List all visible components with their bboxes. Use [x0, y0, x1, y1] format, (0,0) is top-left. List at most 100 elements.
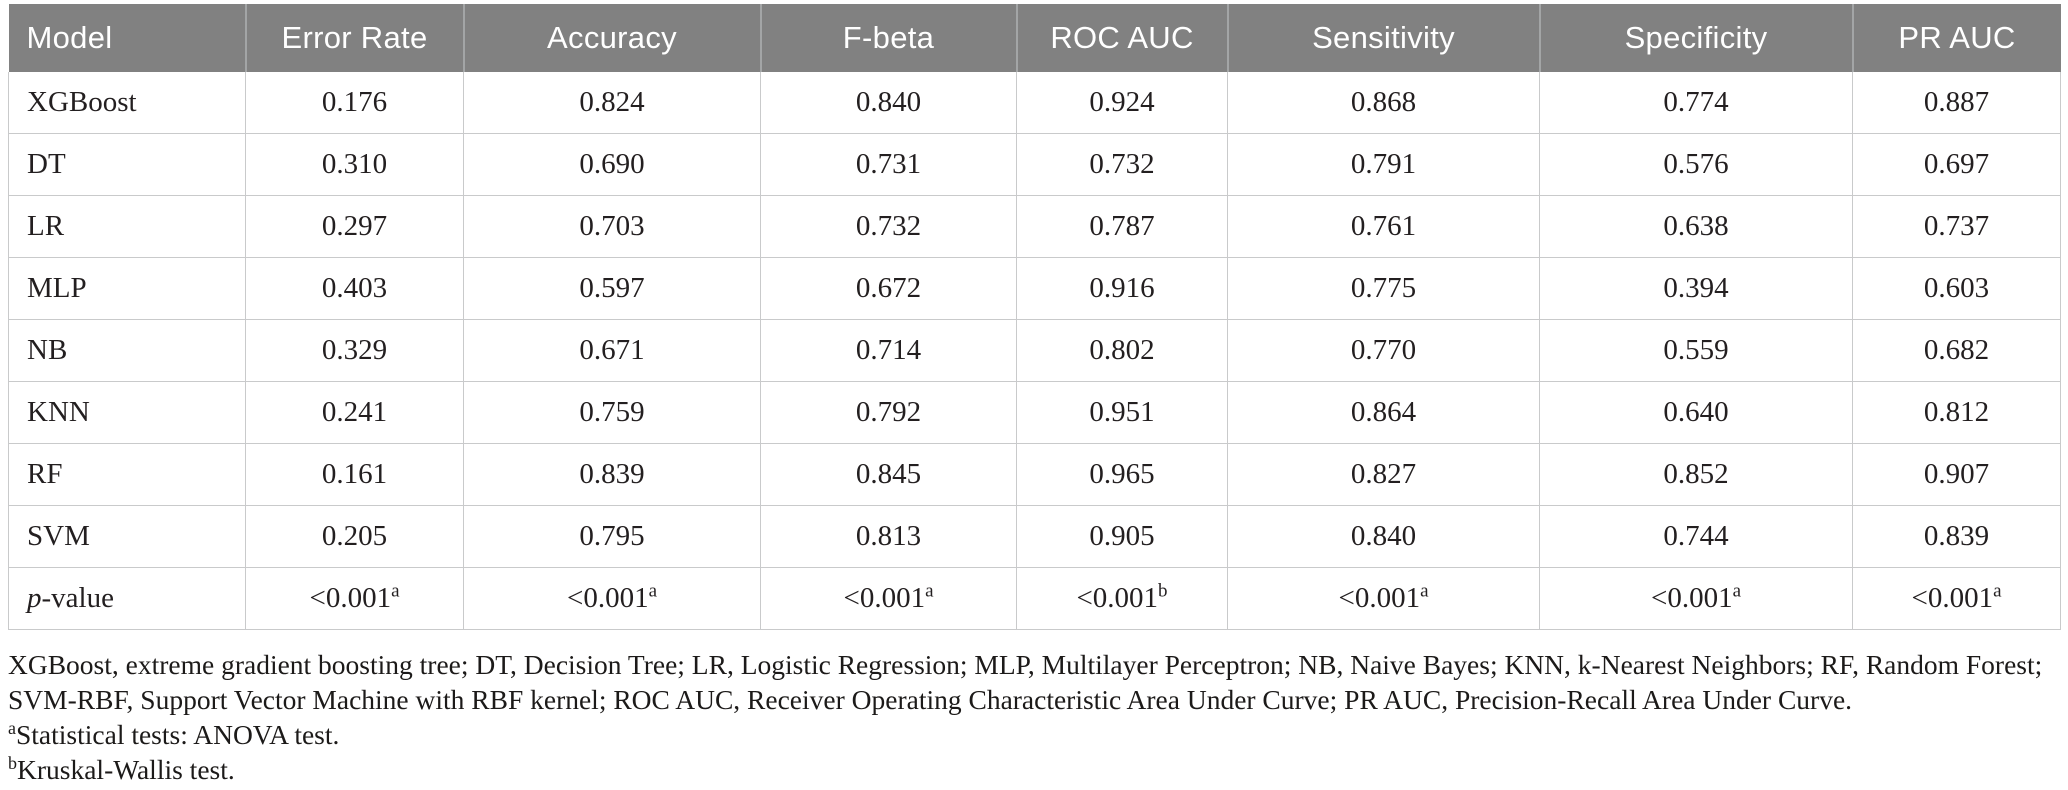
table-body: XGBoost 0.176 0.824 0.840 0.924 0.868 0.774 0.8…	[8, 72, 2061, 630]
table-row: DT 0.310 0.690 0.731 0.732 0.791 0.576 0.697	[8, 133, 2061, 196]
value-cell: 0.394	[1539, 257, 1853, 320]
table-row: NB 0.329 0.671 0.714 0.802 0.770 0.559 0.682	[8, 319, 2061, 382]
value-cell: 0.759	[463, 381, 761, 444]
pvalue-superscript: a	[1732, 580, 1742, 602]
value-cell: 0.714	[760, 319, 1017, 382]
footnote-b-text: Kruskal-Wallis test.	[17, 754, 235, 785]
value-cell: 0.761	[1227, 195, 1540, 258]
model-cell: SVM	[8, 505, 246, 568]
column-header-sensitivity: Sensitivity	[1227, 4, 1541, 72]
table-row: KNN 0.241 0.759 0.792 0.951 0.864 0.640 0.812	[8, 381, 2061, 444]
value-cell: 0.638	[1539, 195, 1853, 258]
column-header-model: Model	[8, 4, 247, 72]
pvalue-label-rest: -value	[41, 582, 114, 614]
value-cell: 0.731	[760, 133, 1017, 196]
value-cell: 0.703	[463, 195, 761, 258]
value-cell: 0.672	[760, 257, 1017, 320]
metrics-table: Model Error Rate Accuracy F-beta ROC AUC…	[8, 4, 2061, 630]
pvalue-cell: <0.001b	[1016, 567, 1228, 630]
value-cell: 0.827	[1227, 443, 1540, 506]
footnote-a: aStatistical tests: ANOVA test.	[8, 717, 2060, 752]
header-row: Model Error Rate Accuracy F-beta ROC AUC…	[8, 4, 2061, 72]
pvalue-superscript: a	[925, 580, 934, 602]
value-cell: 0.690	[463, 133, 761, 196]
table-row: XGBoost 0.176 0.824 0.840 0.924 0.868 0.774 0.8…	[8, 72, 2061, 134]
footnote-b-marker: b	[8, 752, 17, 773]
value-cell: 0.924	[1016, 72, 1228, 134]
value-cell: 0.887	[1852, 72, 2061, 134]
table-row: RF 0.161 0.839 0.845 0.965 0.827 0.852 0.907	[8, 443, 2061, 506]
pvalue-cell: <0.001a	[760, 567, 1017, 630]
value-cell: 0.310	[245, 133, 464, 196]
value-cell: 0.770	[1227, 319, 1540, 382]
value-cell: 0.787	[1016, 195, 1228, 258]
value-cell: 0.576	[1539, 133, 1853, 196]
table-figure: Model Error Rate Accuracy F-beta ROC AUC…	[8, 4, 2061, 787]
model-cell: XGBoost	[8, 72, 246, 134]
model-cell: RF	[8, 443, 246, 506]
pvalue-cell: <0.001a	[245, 567, 464, 630]
value-cell: 0.329	[245, 319, 464, 382]
value-cell: 0.697	[1852, 133, 2061, 196]
pvalue-text: <0.001	[1911, 582, 1994, 614]
value-cell: 0.951	[1016, 381, 1228, 444]
value-cell: 0.795	[463, 505, 761, 568]
value-cell: 0.737	[1852, 195, 2061, 258]
column-header-error-rate: Error Rate	[245, 4, 465, 72]
value-cell: 0.965	[1016, 443, 1228, 506]
column-header-accuracy: Accuracy	[463, 4, 762, 72]
table-row: LR 0.297 0.703 0.732 0.787 0.761 0.638 0.737	[8, 195, 2061, 258]
model-cell: DT	[8, 133, 246, 196]
value-cell: 0.161	[245, 443, 464, 506]
table-row: MLP 0.403 0.597 0.672 0.916 0.775 0.394 0.603	[8, 257, 2061, 320]
pvalue-text: <0.001	[1076, 582, 1159, 614]
value-cell: 0.813	[760, 505, 1017, 568]
value-cell: 0.792	[760, 381, 1017, 444]
value-cell: 0.640	[1539, 381, 1853, 444]
value-cell: 0.559	[1539, 319, 1853, 382]
column-header-pr-auc: PR AUC	[1852, 4, 2061, 72]
pvalue-label-italic: p	[27, 582, 42, 614]
pvalue-cell: <0.001a	[1852, 567, 2061, 630]
value-cell: 0.802	[1016, 319, 1228, 382]
value-cell: 0.839	[1852, 505, 2061, 568]
value-cell: 0.671	[463, 319, 761, 382]
pvalue-superscript: a	[1993, 580, 2002, 602]
column-header-roc-auc: ROC AUC	[1016, 4, 1229, 72]
pvalue-superscript: a	[391, 580, 400, 602]
footnote-a-marker: a	[8, 717, 16, 738]
model-cell: NB	[8, 319, 246, 382]
model-cell: LR	[8, 195, 246, 258]
value-cell: 0.864	[1227, 381, 1540, 444]
pvalue-label-cell: p-value	[8, 567, 246, 630]
model-cell: MLP	[8, 257, 246, 320]
value-cell: 0.732	[760, 195, 1017, 258]
value-cell: 0.682	[1852, 319, 2061, 382]
pvalue-superscript: a	[648, 580, 658, 602]
value-cell: 0.907	[1852, 443, 2061, 506]
value-cell: 0.840	[760, 72, 1017, 134]
value-cell: 0.403	[245, 257, 464, 320]
pvalue-row: p-value <0.001a <0.001a <0.001a <0.001b <0.00…	[8, 567, 2061, 630]
value-cell: 0.176	[245, 72, 464, 134]
value-cell: 0.205	[245, 505, 464, 568]
footnote-b: bKruskal-Wallis test.	[8, 752, 2060, 787]
pvalue-text: <0.001	[843, 582, 926, 614]
value-cell: 0.839	[463, 443, 761, 506]
pvalue-cell: <0.001a	[1227, 567, 1540, 630]
footnote-a-text: Statistical tests: ANOVA test.	[16, 719, 340, 750]
pvalue-text: <0.001	[309, 582, 392, 614]
value-cell: 0.774	[1539, 72, 1853, 134]
column-header-specificity: Specificity	[1539, 4, 1854, 72]
footnotes: XGBoost, extreme gradient boosting tree;…	[8, 647, 2060, 787]
pvalue-cell: <0.001a	[1539, 567, 1853, 630]
pvalue-superscript: b	[1158, 580, 1168, 602]
value-cell: 0.845	[760, 443, 1017, 506]
value-cell: 0.297	[245, 195, 464, 258]
table-row: SVM 0.205 0.795 0.813 0.905 0.840 0.744 0.839	[8, 505, 2061, 568]
value-cell: 0.868	[1227, 72, 1540, 134]
value-cell: 0.603	[1852, 257, 2061, 320]
value-cell: 0.852	[1539, 443, 1853, 506]
pvalue-text: <0.001	[1338, 582, 1421, 614]
pvalue-text: <0.001	[1650, 582, 1733, 614]
